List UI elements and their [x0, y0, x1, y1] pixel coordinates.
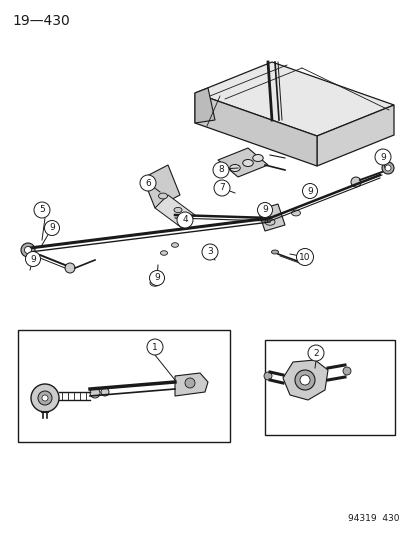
- Bar: [18, 330, 230, 442]
- Circle shape: [257, 203, 272, 217]
- Ellipse shape: [173, 207, 182, 213]
- Ellipse shape: [271, 250, 278, 254]
- Ellipse shape: [242, 159, 253, 166]
- Circle shape: [374, 149, 390, 165]
- Circle shape: [34, 202, 50, 218]
- Circle shape: [31, 384, 59, 412]
- Circle shape: [302, 183, 317, 198]
- Circle shape: [42, 395, 48, 401]
- Ellipse shape: [171, 243, 178, 247]
- Polygon shape: [142, 165, 180, 208]
- Circle shape: [202, 244, 218, 260]
- Circle shape: [296, 248, 313, 265]
- Text: 7: 7: [218, 183, 224, 192]
- Polygon shape: [175, 373, 207, 396]
- Polygon shape: [195, 93, 316, 166]
- Circle shape: [101, 388, 109, 396]
- Text: 2: 2: [312, 349, 318, 358]
- Circle shape: [24, 246, 31, 254]
- Polygon shape: [316, 105, 393, 166]
- Polygon shape: [282, 360, 327, 400]
- Text: 8: 8: [218, 166, 223, 174]
- Polygon shape: [154, 195, 195, 228]
- Circle shape: [212, 162, 228, 178]
- Ellipse shape: [160, 251, 167, 255]
- Circle shape: [90, 388, 100, 398]
- Circle shape: [307, 345, 323, 361]
- Text: 9: 9: [261, 206, 267, 214]
- Circle shape: [185, 378, 195, 388]
- Circle shape: [44, 221, 59, 236]
- Circle shape: [147, 339, 163, 355]
- Polygon shape: [195, 62, 393, 136]
- Circle shape: [177, 212, 192, 228]
- Circle shape: [350, 177, 360, 187]
- Circle shape: [65, 263, 75, 273]
- Circle shape: [21, 243, 35, 257]
- Circle shape: [26, 252, 40, 266]
- Polygon shape: [218, 148, 267, 177]
- Circle shape: [38, 391, 52, 405]
- Circle shape: [294, 370, 314, 390]
- Text: 9: 9: [306, 187, 312, 196]
- Ellipse shape: [150, 280, 159, 286]
- Circle shape: [149, 271, 164, 286]
- Circle shape: [384, 165, 390, 171]
- Ellipse shape: [229, 165, 240, 172]
- Text: 5: 5: [39, 206, 45, 214]
- Text: 9: 9: [154, 273, 159, 282]
- Circle shape: [342, 367, 350, 375]
- Text: 6: 6: [145, 179, 150, 188]
- Circle shape: [263, 372, 271, 380]
- Ellipse shape: [305, 191, 314, 197]
- Ellipse shape: [252, 155, 263, 161]
- Text: 9: 9: [49, 223, 55, 232]
- Ellipse shape: [264, 219, 274, 225]
- Circle shape: [214, 180, 230, 196]
- Polygon shape: [257, 204, 284, 231]
- Text: 1: 1: [152, 343, 157, 351]
- Polygon shape: [195, 88, 214, 123]
- Circle shape: [140, 175, 156, 191]
- Text: 4: 4: [182, 215, 188, 224]
- Text: 10: 10: [299, 253, 310, 262]
- Text: 9: 9: [379, 152, 385, 161]
- Ellipse shape: [291, 210, 300, 216]
- Text: 3: 3: [206, 247, 212, 256]
- Text: 94319  430: 94319 430: [348, 514, 399, 523]
- Text: 9: 9: [30, 254, 36, 263]
- Circle shape: [299, 375, 309, 385]
- Ellipse shape: [158, 193, 167, 199]
- Circle shape: [381, 162, 393, 174]
- Bar: [264, 340, 394, 435]
- Text: 19—430: 19—430: [12, 14, 69, 28]
